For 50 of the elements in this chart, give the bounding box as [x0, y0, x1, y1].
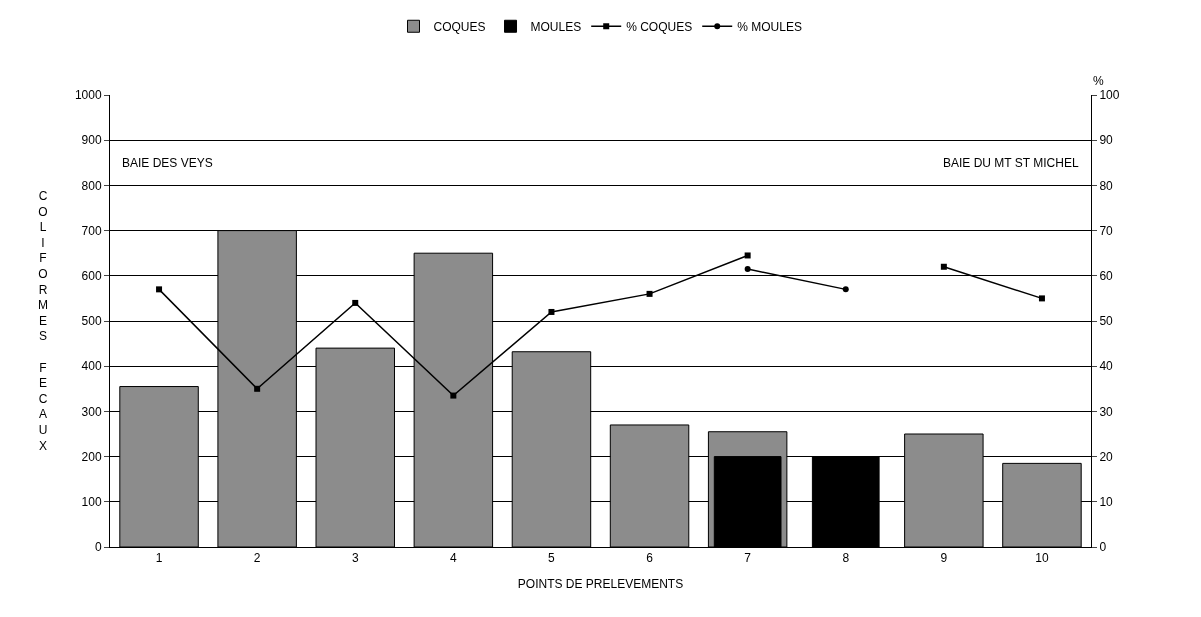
y-tick-label: 1000: [74, 88, 102, 103]
x-tick-label: 8: [842, 551, 850, 566]
y-tick-label: 900: [81, 133, 102, 148]
point: [744, 252, 751, 259]
x-tick-label: 1: [155, 551, 163, 566]
x-tick-label: 9: [940, 551, 948, 566]
y-tick-label: 600: [81, 269, 102, 283]
x-tick-label: 2: [253, 551, 261, 566]
x-axis-title: POINTS DE PRELEVEMENTS: [517, 577, 684, 592]
x-tick-label: 5: [548, 551, 556, 566]
y2-tick-label: 40: [1099, 359, 1114, 374]
y-tick-label: 100: [81, 495, 102, 509]
point: [254, 385, 261, 392]
annotation: BAIE DU MT ST MICHEL: [943, 156, 1079, 170]
y2-tick-label: 0: [1099, 540, 1107, 555]
y2-tick-label: 60: [1099, 269, 1114, 283]
y2-tick-label: 20: [1099, 449, 1114, 464]
point: [352, 299, 359, 306]
y2-tick-label: 90: [1099, 133, 1114, 148]
legend-label: COQUES: [433, 19, 486, 34]
y-tick-label: 400: [81, 359, 102, 374]
x-tick-label: 4: [450, 551, 458, 566]
text: COLIFORMES FECAUX: [38, 189, 48, 453]
y-tick-label: 200: [81, 449, 102, 464]
point: [548, 308, 555, 315]
x-tick-label: 10: [1035, 551, 1049, 566]
y-tick-label: 0: [94, 540, 102, 555]
y-tick-label: 800: [81, 178, 102, 193]
point: [450, 392, 457, 399]
point: [842, 286, 849, 293]
y-tick-label: 300: [81, 404, 102, 419]
x-tick-label: 7: [744, 551, 752, 566]
y2-tick-label: 10: [1099, 495, 1114, 509]
y-tick-label: 700: [81, 223, 102, 238]
y2-tick-label: 80: [1099, 178, 1114, 193]
x-tick-label: 6: [646, 551, 654, 566]
x-tick-label: 3: [351, 551, 359, 566]
annotation: BAIE DES VEYS: [122, 156, 213, 170]
y2-tick-label: 30: [1099, 404, 1114, 419]
point: [156, 286, 163, 293]
legend-label: % COQUES: [626, 19, 693, 34]
point: [646, 290, 653, 297]
y2-tick-label: 50: [1099, 314, 1114, 329]
y-tick-label: 500: [81, 314, 102, 329]
legend-label: MOULES: [530, 19, 582, 34]
point: [744, 266, 751, 273]
y2-tick-label: 70: [1099, 223, 1114, 238]
legend-label: % MOULES: [737, 19, 802, 34]
y2-axis-title: %: [1093, 74, 1104, 88]
y2-tick-label: 100: [1099, 88, 1120, 103]
